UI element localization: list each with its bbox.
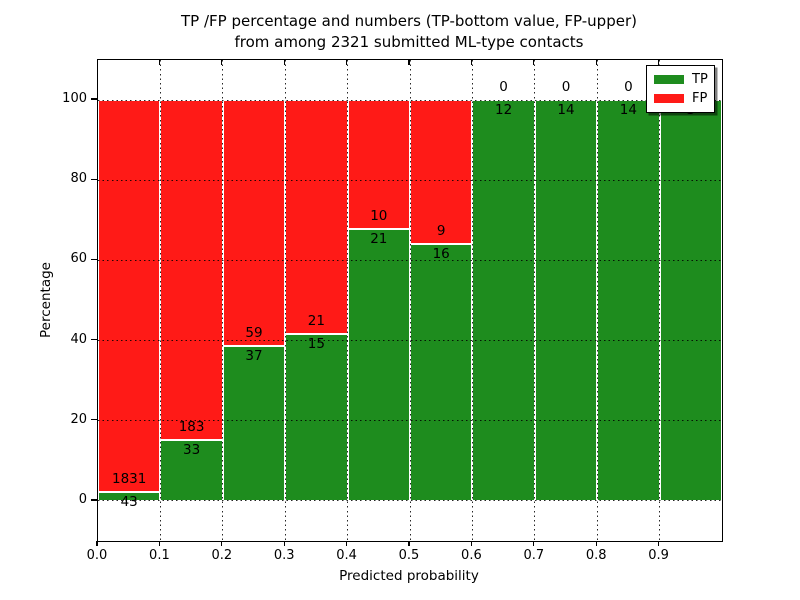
bar-tp-count-label: 14 [557,102,575,119]
bar-tp-count-label: 33 [183,441,201,458]
x-tick-top [346,60,348,65]
x-tick-bottom [221,540,223,546]
bar-tp-segment [98,491,161,501]
y-tick-label: 60 [70,251,87,267]
x-tick-label: 0.8 [585,548,607,563]
bar-tp-count-label: 37 [245,348,263,365]
x-tick-bottom [408,540,410,546]
bar-tp-segment [597,100,660,501]
bar-fp-count-label: 59 [245,325,263,342]
x-tick-label: 0.2 [211,548,233,563]
x-tick-bottom [595,540,597,546]
x-axis-label: Predicted probability [339,568,479,584]
y-tick-label: 40 [70,331,87,347]
bar-fp-count-label: 21 [307,312,325,329]
x-tick-label: 0.3 [273,548,295,563]
bar-tp-count-label: 16 [432,246,450,263]
bar-tp-count-label: 12 [495,102,513,119]
y-tick-label: 20 [70,411,87,427]
bar-tp-count-label: 43 [120,493,138,510]
x-tick-bottom [346,540,348,546]
chart-title: TP /FP percentage and numbers (TP-bottom… [181,11,637,53]
x-tick-top [595,60,597,65]
y-tick-left [91,419,97,421]
legend: TP FP [646,65,715,113]
bar-fp-count-label: 10 [370,208,388,225]
legend-label: TP [692,72,708,87]
bar-fp-count-label: 0 [624,79,633,96]
bar-fp-segment [285,100,348,334]
x-tick-bottom [470,540,472,546]
bar-tp-count-label: 21 [370,231,388,248]
y-tick-label: 80 [70,171,87,187]
bar-tp-segment [285,333,348,501]
bar-fp-segment [347,100,410,230]
bar-fp-segment [410,100,473,245]
bar-fp-count-label: 0 [561,79,571,96]
bar-tp-segment [222,346,286,501]
bar-tp-segment [659,100,722,501]
x-tick-top [470,60,472,65]
x-tick-bottom [658,540,660,546]
bar-fp-count-label: 0 [499,79,508,96]
bar-fp-segment [222,100,286,347]
legend-swatch-fp [654,94,684,103]
legend-swatch-tp [654,75,684,84]
bar-tp-segment [472,100,535,501]
legend-item-fp: FP [654,89,708,108]
x-tick-label: 0.1 [149,548,170,563]
bar-fp-count-label: 1831 [112,470,147,487]
bar-tp-segment [410,244,473,501]
bar-tp-count-label: 14 [619,102,637,119]
bar-fp-segment [160,100,223,440]
x-tick-bottom [96,540,98,546]
y-tick-label: 100 [62,91,87,107]
x-tick-label: 0.6 [461,548,482,563]
x-tick-label: 0.0 [86,548,108,563]
y-tick-left [91,499,97,501]
x-tick-top [221,60,223,65]
bar-tp-segment [534,100,598,501]
chart-title-line1: TP /FP percentage and numbers (TP-bottom… [181,12,637,30]
y-tick-left [91,98,97,100]
x-tick-top [158,60,160,65]
y-tick-left [91,178,97,180]
y-tick-left [91,338,97,341]
x-tick-label: 0.5 [398,548,420,563]
bar-fp-segment [98,100,161,492]
x-tick-bottom [283,540,285,546]
bar-fp-count-label: 9 [436,223,446,240]
x-tick-label: 0.7 [523,548,545,563]
x-tick-top [658,60,660,65]
chart-title-line2: from among 2321 submitted ML-type contac… [234,33,584,51]
x-tick-bottom [533,540,535,546]
bar-fp-count-label: 183 [178,418,205,435]
x-tick-top [533,60,535,65]
bar-tp-segment [160,439,223,501]
legend-label: FP [692,91,708,106]
x-tick-label: 0.4 [336,548,357,563]
y-tick-left [91,258,97,260]
plot-area: 1831431833359372115102191601201401403TPF… [97,59,723,542]
legend-item-tp: TP [654,70,708,89]
x-tick-bottom [158,540,160,546]
y-tick-label: 0 [78,491,87,507]
x-tick-label: 0.9 [648,548,669,563]
x-tick-top [283,60,285,65]
y-axis-label: Percentage [38,262,54,338]
x-tick-top [408,60,410,65]
bar-tp-count-label: 15 [307,335,325,352]
bar-tp-segment [347,229,410,501]
